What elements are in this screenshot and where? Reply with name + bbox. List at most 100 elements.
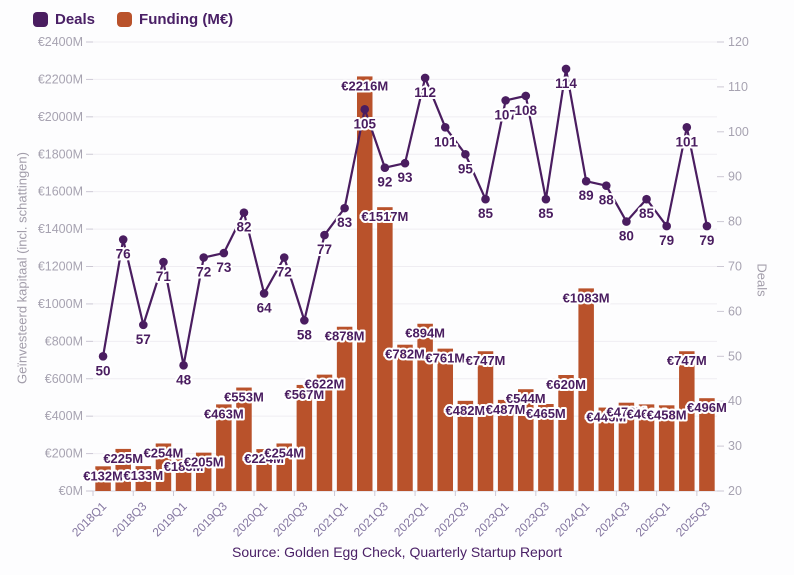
deals-point[interactable] — [300, 316, 309, 325]
funding-bar[interactable] — [437, 348, 454, 491]
deals-point[interactable] — [320, 230, 329, 240]
deals-value-label: 101 — [434, 134, 457, 149]
deals-point[interactable] — [501, 96, 510, 105]
deals-value-label: 73 — [216, 260, 232, 275]
right-axis-tick-label: 110 — [728, 80, 748, 94]
funding-bar[interactable] — [518, 389, 534, 491]
deals-point[interactable] — [340, 203, 349, 213]
funding-bar[interactable] — [135, 466, 152, 491]
deals-point[interactable] — [420, 73, 430, 83]
x-axis-tick-label: 2020Q3 — [270, 499, 310, 539]
left-axis-tick-label: €800M — [45, 334, 83, 348]
deals-point[interactable] — [199, 253, 209, 262]
funding-value-label: €133M — [123, 468, 163, 483]
deals-value-label: 114 — [555, 76, 577, 91]
deals-point[interactable] — [139, 320, 148, 330]
funding-value-label: €183M — [164, 459, 204, 474]
deals-point[interactable] — [159, 257, 168, 267]
x-axis-tick-label: 2018Q1 — [69, 499, 109, 539]
funding-bar[interactable] — [658, 405, 675, 491]
funding-bar[interactable] — [175, 456, 192, 491]
deals-value-label: 92 — [377, 175, 392, 190]
funding-bar[interactable] — [618, 402, 635, 491]
funding-bar[interactable] — [356, 76, 373, 491]
deals-point[interactable] — [239, 208, 249, 217]
funding-bar[interactable] — [638, 404, 655, 491]
funding-bar[interactable] — [457, 400, 474, 491]
deals-point[interactable] — [380, 163, 390, 173]
funding-bar[interactable] — [397, 344, 413, 491]
deals-point[interactable] — [259, 289, 269, 298]
deals-point[interactable] — [279, 253, 289, 262]
left-axis-tick-label: €1800M — [38, 147, 83, 161]
funding-bar[interactable] — [598, 407, 615, 491]
funding-value-label: €747M — [466, 353, 506, 368]
funding-bar[interactable] — [336, 326, 353, 491]
legend-item-funding[interactable]: Funding (M€) — [117, 11, 233, 28]
funding-bar[interactable] — [558, 375, 574, 491]
funding-value-label: €446M — [586, 410, 626, 425]
funding-bar[interactable] — [195, 452, 212, 491]
funding-bar[interactable] — [256, 449, 272, 491]
funding-bar[interactable] — [95, 466, 111, 491]
funding-bar[interactable] — [316, 374, 333, 491]
x-axis-tick-label: 2025Q1 — [633, 499, 673, 539]
funding-value-label: €1517M — [361, 209, 408, 224]
funding-bar[interactable] — [497, 399, 514, 491]
deals-point[interactable] — [400, 158, 410, 168]
deals-point[interactable] — [440, 123, 450, 132]
right-axis-tick-label: 30 — [728, 439, 742, 453]
x-axis-tick-label: 2025Q3 — [673, 499, 713, 539]
chart-legend: Deals Funding (M€) — [33, 11, 233, 28]
funding-value-label: €496M — [687, 400, 727, 415]
deals-value-label: 89 — [579, 188, 594, 203]
funding-value-label: €1083M — [563, 290, 610, 305]
deals-point[interactable] — [622, 217, 631, 226]
deals-value-label: 77 — [317, 242, 332, 257]
deals-point[interactable] — [179, 360, 188, 370]
right-axis-tick-label: 100 — [728, 125, 749, 139]
deals-point[interactable] — [98, 352, 108, 361]
deals-point[interactable] — [642, 194, 651, 204]
funding-value-label: €482M — [446, 403, 486, 418]
deals-point[interactable] — [702, 221, 712, 231]
deals-point[interactable] — [561, 64, 571, 74]
left-axis-tick-label: €2000M — [38, 110, 83, 124]
deals-point[interactable] — [541, 194, 551, 204]
x-axis-tick-label: 2022Q3 — [431, 499, 471, 539]
deals-point[interactable] — [521, 91, 531, 101]
chart-area: €0M €200M €400M €600M €800M €1000M €1200M €1400… — [38, 35, 749, 539]
left-axis-tick-label: €2200M — [38, 72, 83, 86]
x-axis-tick-label: 2019Q1 — [150, 499, 190, 539]
left-axis-tick-label: €1200M — [38, 260, 83, 274]
funding-bar[interactable] — [538, 404, 554, 491]
deals-point[interactable] — [682, 123, 692, 132]
funding-value-label: €465M — [526, 406, 566, 421]
deals-point[interactable] — [601, 181, 611, 190]
funding-bar[interactable] — [377, 207, 393, 491]
funding-bar[interactable] — [115, 448, 131, 491]
right-axis-tick-label: 60 — [728, 304, 742, 318]
deals-point[interactable] — [461, 149, 470, 159]
funding-bar[interactable] — [477, 351, 494, 491]
funding-value-label: €2216M — [341, 78, 388, 93]
funding-bar[interactable] — [699, 398, 715, 491]
deals-point[interactable] — [360, 105, 370, 114]
funding-bar[interactable] — [216, 404, 232, 491]
funding-bar[interactable] — [276, 443, 292, 491]
funding-bar[interactable] — [417, 323, 433, 491]
deals-point[interactable] — [481, 194, 490, 204]
funding-bar[interactable] — [679, 351, 695, 491]
deals-point[interactable] — [118, 235, 128, 244]
deals-point[interactable] — [219, 248, 229, 258]
deals-point[interactable] — [662, 221, 671, 231]
deals-value-label: 107 — [494, 107, 517, 122]
funding-bar[interactable] — [296, 384, 313, 491]
legend-item-deals[interactable]: Deals — [33, 11, 95, 28]
funding-bar[interactable] — [155, 443, 172, 491]
deals-point[interactable] — [581, 176, 591, 186]
funding-bar[interactable] — [578, 288, 594, 491]
deals-value-label: 58 — [297, 327, 313, 342]
funding-bar[interactable] — [236, 387, 252, 491]
